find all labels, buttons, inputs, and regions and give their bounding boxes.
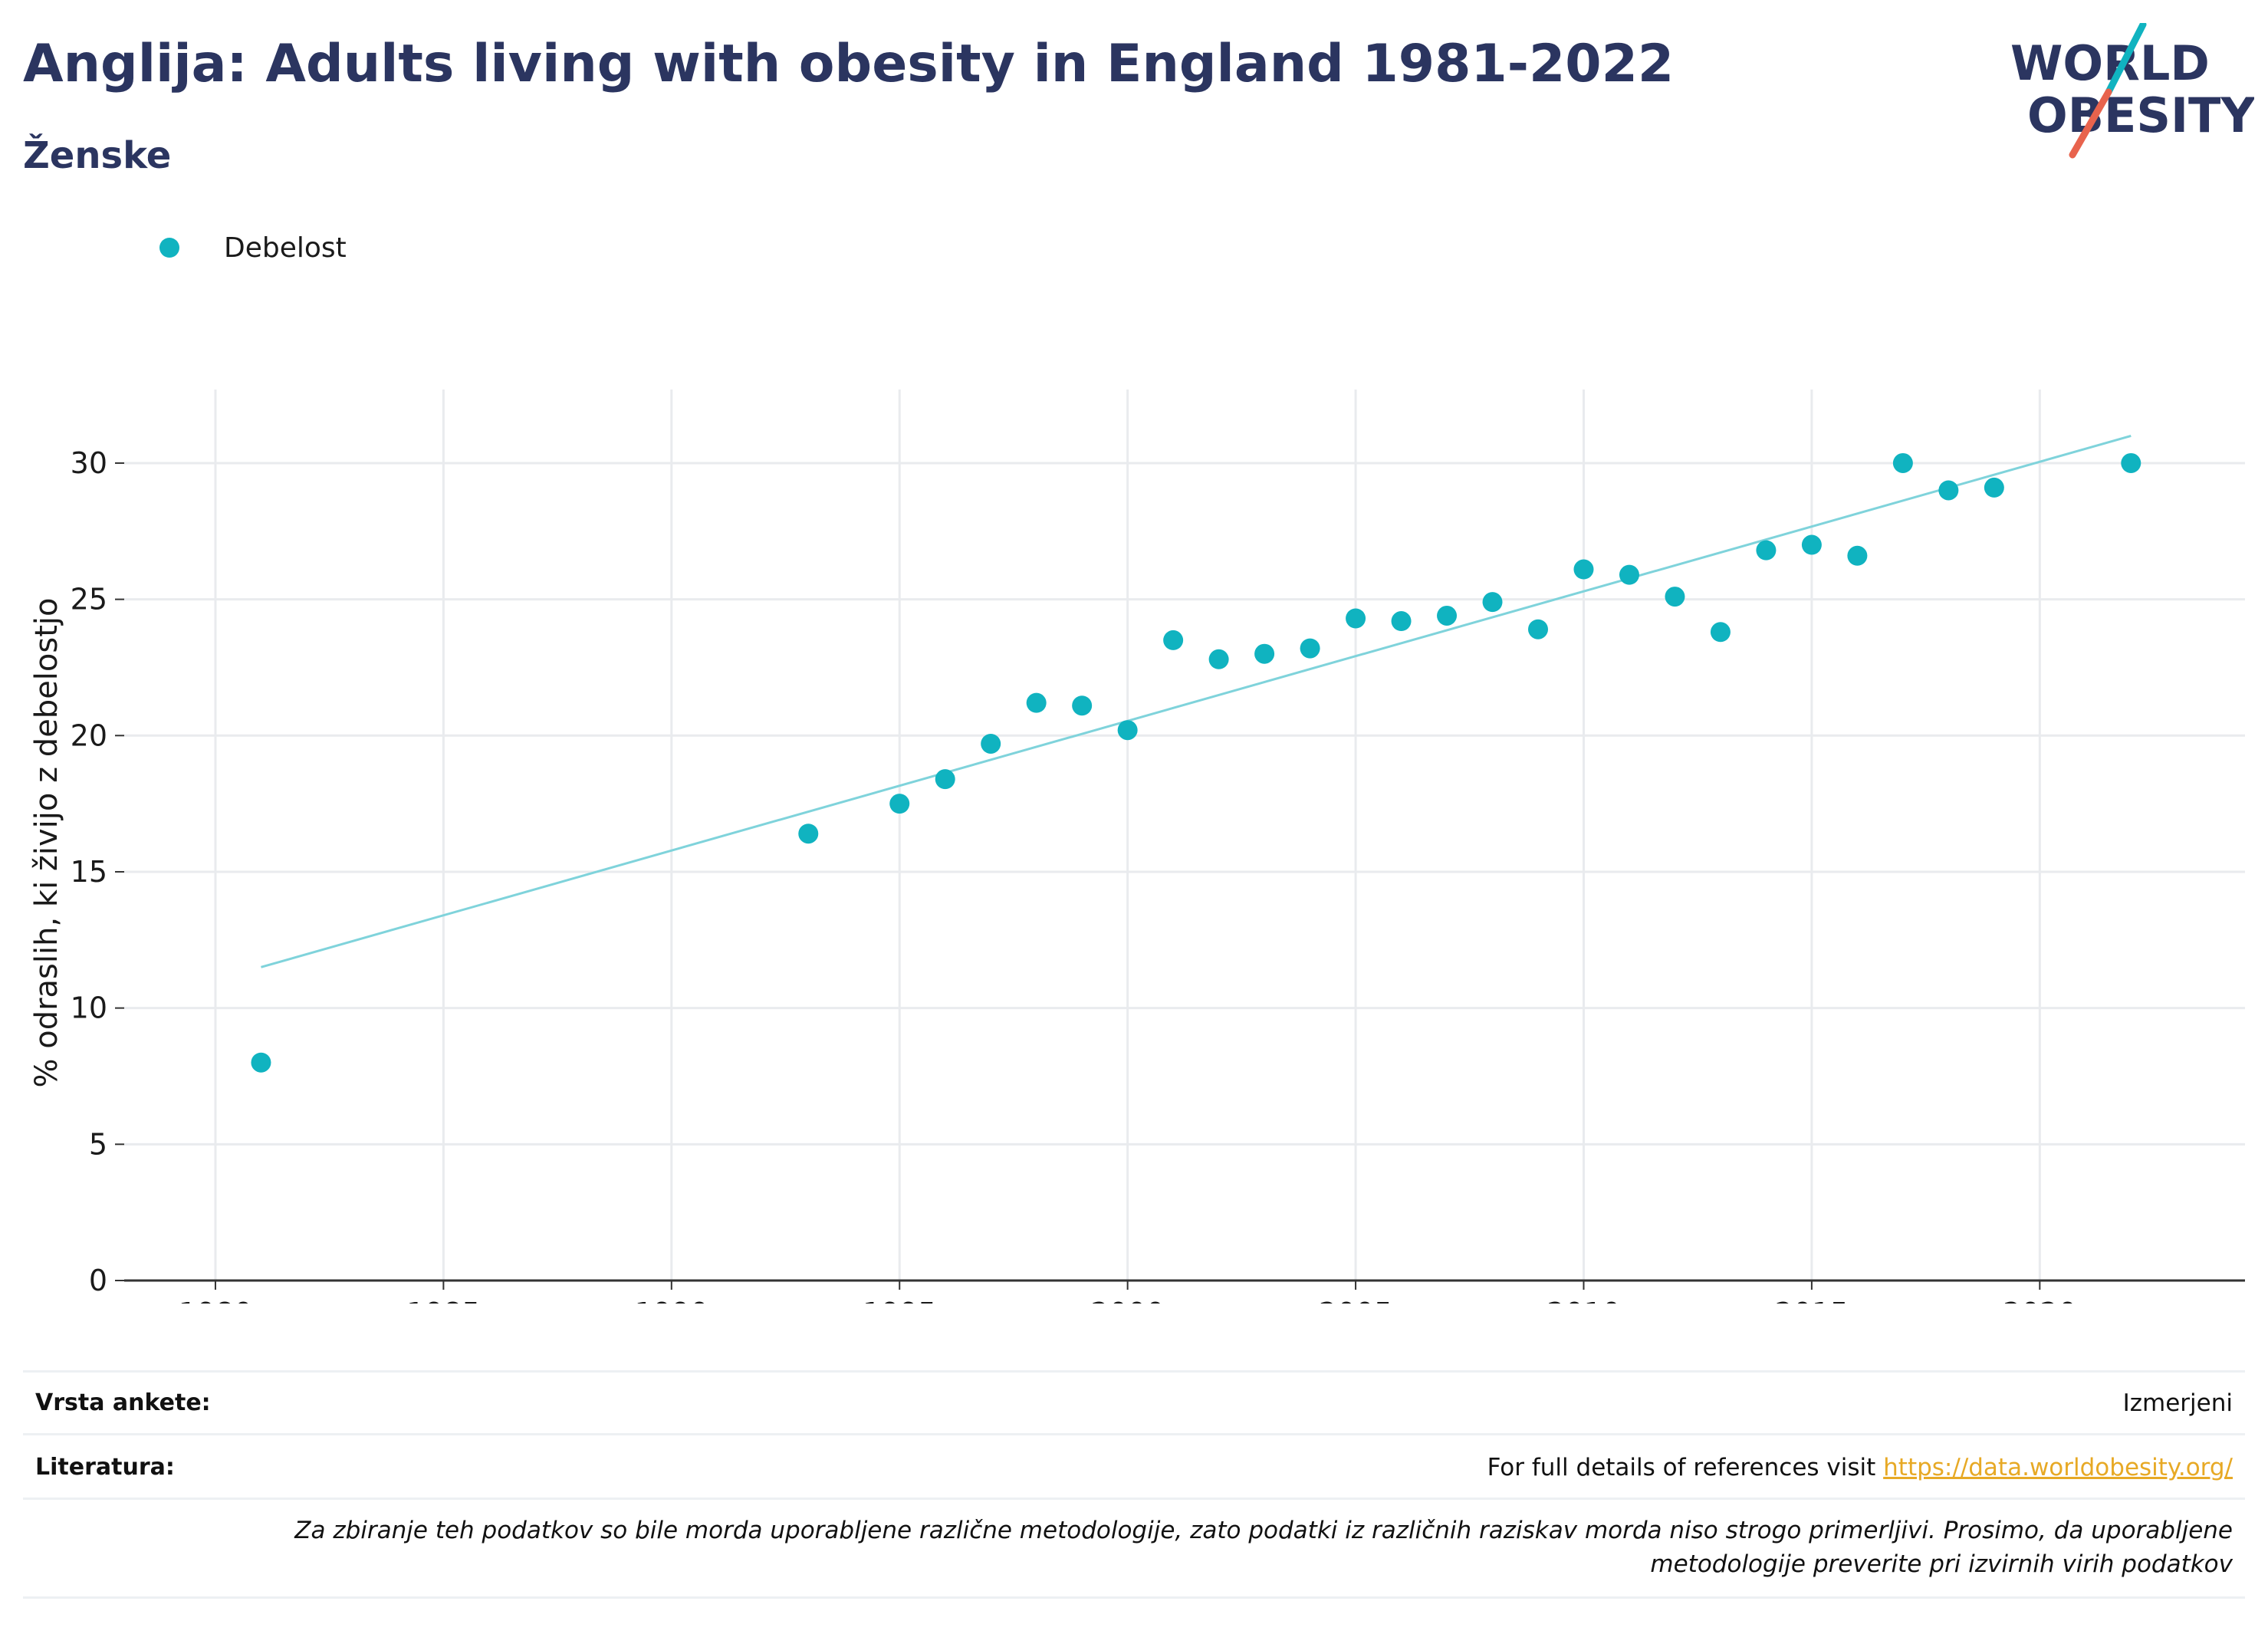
methodology-note: Za zbiranje teh podatkov so bile morda u… xyxy=(294,1517,2233,1578)
footer-row-references: Literatura: For full details of referenc… xyxy=(23,1433,2245,1500)
world-obesity-logo: WORLD OBESITY xyxy=(2010,23,2254,159)
data-point-2017 xyxy=(1892,452,1913,473)
y-tick-label-0: 0 xyxy=(89,1264,107,1297)
references-label: Literatura: xyxy=(35,1454,175,1481)
chart-grid xyxy=(124,390,2245,1281)
scatter-chart: 1980198519901995200020052010201520200510… xyxy=(29,390,2245,1304)
data-point-2009 xyxy=(1528,619,1548,639)
data-point-1981 xyxy=(251,1052,271,1073)
data-point-1996 xyxy=(935,769,955,790)
data-point-2011 xyxy=(1619,564,1639,585)
chart-legend[interactable]: Debelost xyxy=(159,228,347,267)
page-title: Anglija: Adults living with obesity in E… xyxy=(23,34,1675,94)
x-tick-label-2005: 2005 xyxy=(1319,1297,1393,1304)
y-tick-label-5: 5 xyxy=(89,1127,107,1161)
x-tick-label-1995: 1995 xyxy=(863,1297,937,1304)
data-point-2013 xyxy=(1710,622,1731,643)
logo-line-obesity: OBESITY xyxy=(2027,87,2254,143)
data-point-2005 xyxy=(1346,608,1366,629)
data-point-2007 xyxy=(1437,605,1458,626)
y-tick-label-25: 25 xyxy=(71,583,107,616)
trendline xyxy=(261,434,2132,968)
logo-slash-red xyxy=(2069,88,2112,159)
y-axis-label: % odraslih, ki živijo z debelostjo xyxy=(29,598,64,1088)
x-tick-label-2015: 2015 xyxy=(1775,1297,1849,1304)
references-value: For full details of references visit htt… xyxy=(1487,1454,2233,1481)
legend-label: Debelost xyxy=(224,232,347,264)
x-tick-label-1980: 1980 xyxy=(179,1297,253,1304)
data-point-2018 xyxy=(1938,480,1959,501)
footer-row-survey: Vrsta ankete: Izmerjeni xyxy=(23,1370,2245,1435)
survey-type-value: Izmerjeni xyxy=(2122,1389,2233,1417)
data-point-2022 xyxy=(2121,452,2141,473)
data-points xyxy=(251,452,2141,1073)
footer-row-note: Za zbiranje teh podatkov so bile morda u… xyxy=(23,1498,2245,1599)
data-point-2003 xyxy=(1254,643,1275,664)
chart-axes: 1980198519901995200020052010201520200510… xyxy=(29,446,2245,1304)
x-tick-label-2010: 2010 xyxy=(1547,1297,1621,1304)
references-text: For full details of references visit xyxy=(1487,1454,1876,1481)
data-point-1998 xyxy=(1026,692,1047,713)
data-point-2000 xyxy=(1117,720,1138,741)
data-point-2001 xyxy=(1163,630,1184,650)
x-tick-label-1990: 1990 xyxy=(634,1297,708,1304)
logo-slash-teal xyxy=(2105,23,2147,96)
x-tick-label-2020: 2020 xyxy=(2003,1297,2077,1304)
data-point-2015 xyxy=(1801,534,1822,555)
data-point-2014 xyxy=(1756,540,1777,561)
data-point-1999 xyxy=(1072,695,1093,716)
data-point-2002 xyxy=(1208,649,1229,669)
x-tick-label-2000: 2000 xyxy=(1090,1297,1165,1304)
y-tick-label-15: 15 xyxy=(71,855,107,889)
survey-type-label: Vrsta ankete: xyxy=(35,1389,211,1416)
y-tick-label-30: 30 xyxy=(71,446,107,480)
data-point-2010 xyxy=(1573,559,1594,580)
page-subtitle: Ženske xyxy=(23,134,172,177)
legend-marker xyxy=(159,238,179,258)
data-point-2006 xyxy=(1391,611,1412,632)
data-point-2016 xyxy=(1847,545,1868,566)
y-tick-label-10: 10 xyxy=(71,991,107,1025)
data-point-2019 xyxy=(1984,477,2004,498)
data-point-1997 xyxy=(981,733,1001,754)
references-link[interactable]: https://data.worldobesity.org/ xyxy=(1883,1454,2233,1481)
data-point-2012 xyxy=(1665,587,1685,607)
data-point-1995 xyxy=(889,794,910,814)
data-point-2004 xyxy=(1300,638,1320,659)
y-tick-label-20: 20 xyxy=(71,718,107,752)
x-tick-label-1985: 1985 xyxy=(406,1297,481,1304)
data-point-1993 xyxy=(798,824,819,844)
data-point-2008 xyxy=(1482,592,1503,613)
trendline-group xyxy=(261,434,2132,968)
